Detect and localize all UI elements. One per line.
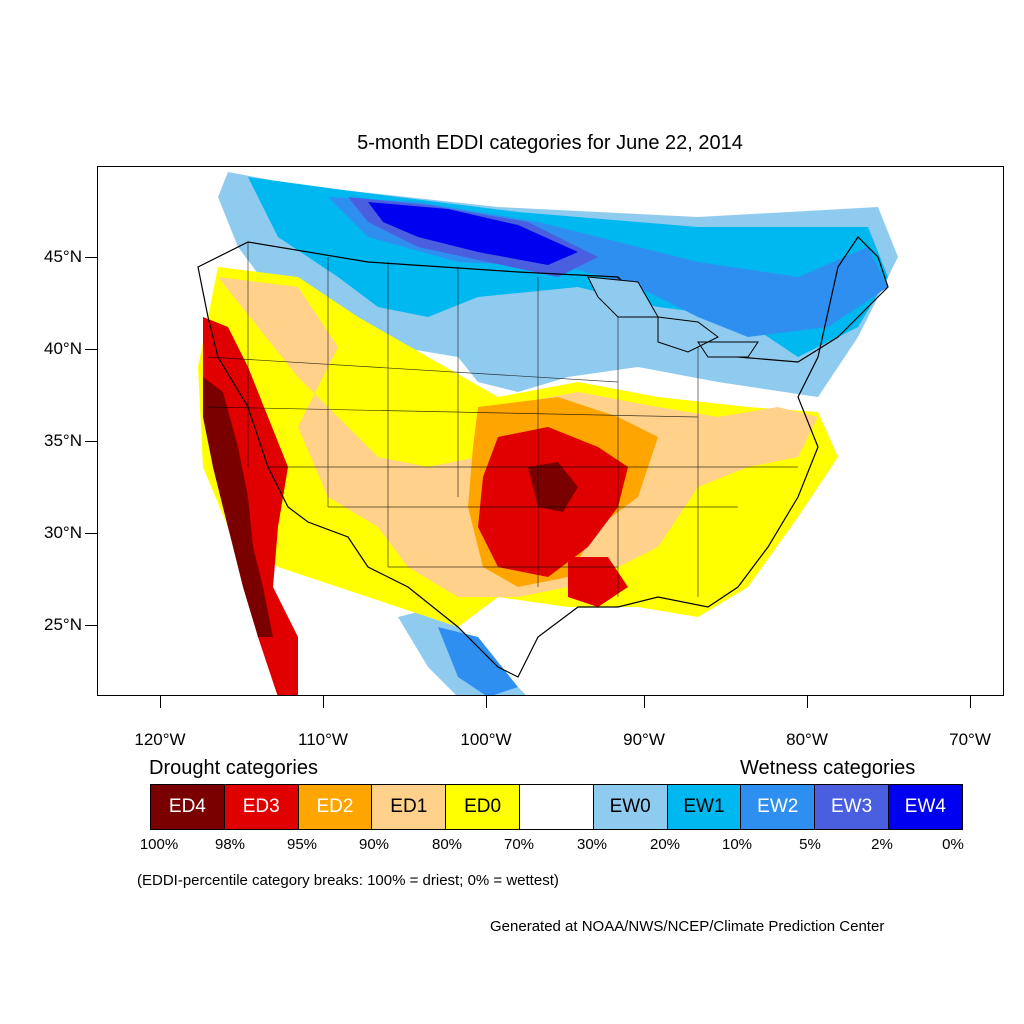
percent-break: 10%: [721, 836, 753, 853]
lon-tick: [970, 696, 971, 708]
lon-label: 70°W: [949, 730, 991, 749]
state-lines: [207, 242, 798, 597]
percent-break: 2%: [871, 836, 893, 853]
lat-label: 45°N: [44, 247, 82, 266]
percent-break: 70%: [503, 836, 535, 853]
lon-label: 110°W: [298, 730, 348, 749]
lon-tick: [644, 696, 645, 708]
lat-label: 40°N: [44, 339, 82, 358]
legend-cell-ew3: EW3: [814, 784, 889, 830]
drought-categories-heading: Drought categories: [149, 757, 318, 779]
lon-label: 90°W: [623, 730, 665, 749]
lat-tick: [85, 441, 97, 442]
percent-break: 100%: [139, 836, 179, 853]
ew-region-south-texas: [438, 627, 518, 695]
ed4-region: [528, 462, 578, 512]
ed3-region: [478, 427, 628, 607]
lat-tick: [85, 257, 97, 258]
percent-break: 90%: [358, 836, 390, 853]
percent-break: 5%: [799, 836, 821, 853]
legend-cell-ew2: EW2: [740, 784, 816, 830]
lon-label: 120°W: [134, 730, 186, 749]
legend-cell-ed1: ED1: [371, 784, 447, 830]
ew4-region-north: [368, 202, 578, 265]
legend-cell-ew1: EW1: [666, 784, 742, 830]
percent-break: 30%: [576, 836, 608, 853]
legend-cell-ed2: ED2: [297, 784, 373, 830]
lon-tick: [807, 696, 808, 708]
lon-label: 100°W: [460, 730, 512, 749]
eddi-map: [97, 166, 1004, 696]
ed4-region-west-coast: [203, 377, 273, 637]
category-legend: ED4 ED3 ED2 ED1 ED0 EW0 EW1 EW2 EW3 EW4: [150, 784, 963, 830]
map-title: 5-month EDDI categories for June 22, 201…: [357, 132, 743, 154]
percent-break: 0%: [942, 836, 964, 853]
lat-label: 25°N: [44, 615, 82, 634]
lat-tick: [85, 625, 97, 626]
lon-tick: [160, 696, 161, 708]
legend-cell-ew4: EW4: [887, 784, 963, 830]
legend-cell-ed3: ED3: [223, 784, 299, 830]
lat-label: 30°N: [44, 523, 82, 542]
lat-tick: [85, 533, 97, 534]
percent-break: 98%: [214, 836, 246, 853]
lat-label: 35°N: [44, 431, 82, 450]
lat-tick: [85, 349, 97, 350]
eddi-map-graphic: [197, 172, 898, 695]
great-lakes: [587, 276, 759, 358]
wetness-categories-heading: Wetness categories: [740, 757, 916, 779]
percent-break: 20%: [649, 836, 681, 853]
legend-cell-ed0: ED0: [445, 784, 520, 830]
lon-label: 80°W: [786, 730, 828, 749]
credit-line: Generated at NOAA/NWS/NCEP/Climate Predi…: [490, 918, 885, 935]
legend-cell-ed4: ED4: [150, 784, 225, 830]
legend-cell-ew0: EW0: [592, 784, 668, 830]
legend-cell-neutral: [518, 784, 594, 830]
lon-tick: [486, 696, 487, 708]
percent-break: 80%: [431, 836, 463, 853]
category-breaks-note: (EDDI-percentile category breaks: 100% =…: [137, 872, 559, 889]
lon-tick: [323, 696, 324, 708]
percent-break: 95%: [286, 836, 318, 853]
